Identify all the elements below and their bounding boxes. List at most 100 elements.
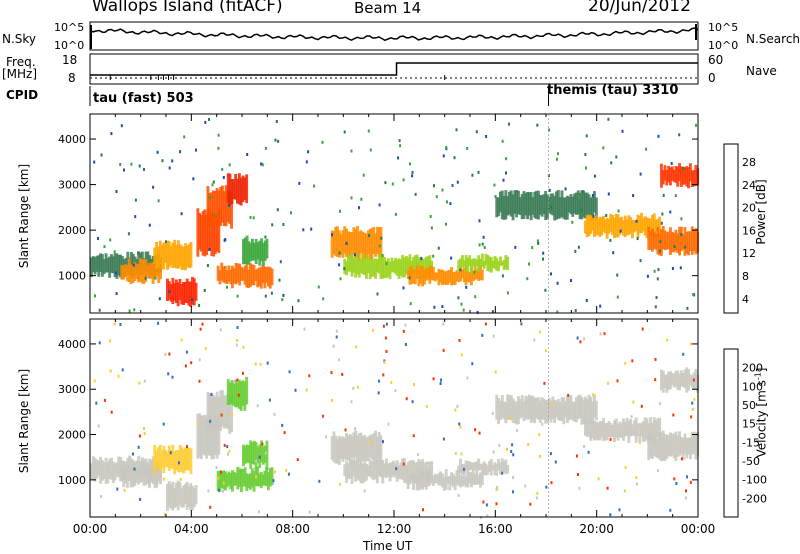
data-cell (475, 461, 479, 476)
data-cell (352, 432, 356, 465)
speckle-point (477, 170, 480, 174)
data-cell (679, 370, 683, 386)
data-cell (370, 434, 374, 460)
data-cell (585, 399, 589, 424)
data-cell (576, 190, 580, 215)
data-cell (652, 417, 656, 444)
speckle-point (657, 469, 660, 473)
data-cell (489, 257, 493, 273)
data-cell (231, 470, 234, 492)
data-cell (509, 190, 513, 217)
speckle-point (693, 397, 696, 401)
power-colorbar-frame (723, 143, 739, 314)
data-cell (236, 466, 240, 490)
speckle-point (192, 177, 195, 181)
data-cell (573, 401, 576, 422)
data-cell (228, 173, 232, 205)
speckle-point (581, 190, 584, 194)
data-cell (502, 461, 506, 473)
speckle-point (646, 274, 649, 278)
speckle-point (446, 200, 448, 204)
speckle-point (226, 445, 229, 449)
data-cell (408, 267, 412, 285)
speckle-point (605, 214, 608, 217)
data-cell (591, 401, 595, 425)
data-cell (169, 484, 173, 509)
data-cell (265, 467, 269, 487)
data-cell (259, 266, 263, 289)
data-cell (640, 423, 643, 437)
data-cell (430, 265, 434, 281)
data-cell (222, 395, 226, 429)
power-colorbar-tick: 28 (742, 156, 756, 169)
data-cell (169, 450, 173, 468)
velocity-colorbar-tick: 15 (742, 418, 756, 431)
speckle-point (506, 291, 509, 295)
speckle-point (458, 422, 461, 426)
speckle-point (252, 216, 255, 220)
velocity-colorbar-tick: 50 (742, 399, 756, 412)
data-cell (222, 191, 226, 226)
data-cell (549, 400, 553, 423)
speckle-point (143, 432, 146, 436)
data-cell (265, 440, 269, 470)
data-cell (189, 281, 193, 307)
speckle-point (338, 263, 341, 267)
data-cell (622, 220, 625, 236)
data-cell (374, 430, 377, 465)
data-cell (383, 463, 386, 478)
cpid-segment-1: tau (fast) 503 (93, 91, 194, 106)
speckle-point (460, 353, 463, 357)
data-cell (210, 393, 214, 429)
data-cell (146, 466, 150, 484)
data-cell (120, 265, 124, 280)
data-cell (261, 242, 265, 266)
data-cell (406, 462, 410, 477)
data-cell (593, 217, 596, 237)
data-cell (176, 240, 180, 269)
data-cell (611, 215, 614, 235)
speckle-point (465, 285, 468, 289)
data-cell (406, 270, 410, 279)
data-cell (531, 395, 535, 422)
speckle-point (471, 362, 474, 366)
speckle-point (236, 339, 239, 342)
speckle-point (133, 467, 136, 471)
data-cell (392, 260, 396, 273)
speckle-point (466, 147, 469, 150)
speckle-point (453, 156, 456, 160)
data-cell (551, 193, 555, 216)
speckle-point (156, 150, 159, 154)
speckle-point (399, 144, 402, 148)
data-cell (234, 379, 238, 408)
data-cell (243, 467, 247, 487)
data-cell (585, 423, 589, 437)
speckle-point (404, 323, 407, 327)
data-cell (368, 435, 372, 458)
speckle-point (555, 157, 558, 161)
speckle-point (585, 299, 588, 302)
data-cell (370, 259, 374, 277)
data-cell (236, 382, 239, 408)
speckle-point (577, 473, 579, 476)
data-cell (520, 194, 524, 220)
speckle-point (394, 212, 397, 216)
speckle-point (110, 132, 113, 136)
speckle-point (430, 226, 433, 230)
speckle-point (454, 408, 457, 412)
data-cell (365, 463, 368, 481)
data-cell (540, 195, 544, 217)
speckle-point (368, 234, 371, 238)
data-cell (464, 265, 468, 286)
data-cell (618, 217, 622, 235)
speckle-point (236, 326, 239, 329)
data-cell (500, 458, 504, 474)
data-cell (252, 242, 256, 261)
speckle-point (281, 298, 284, 302)
speckle-point (538, 433, 541, 437)
data-cell (564, 401, 567, 418)
speckle-point (538, 454, 541, 458)
data-cell (180, 488, 184, 508)
speckle-point (197, 420, 200, 424)
data-cell (471, 463, 475, 471)
